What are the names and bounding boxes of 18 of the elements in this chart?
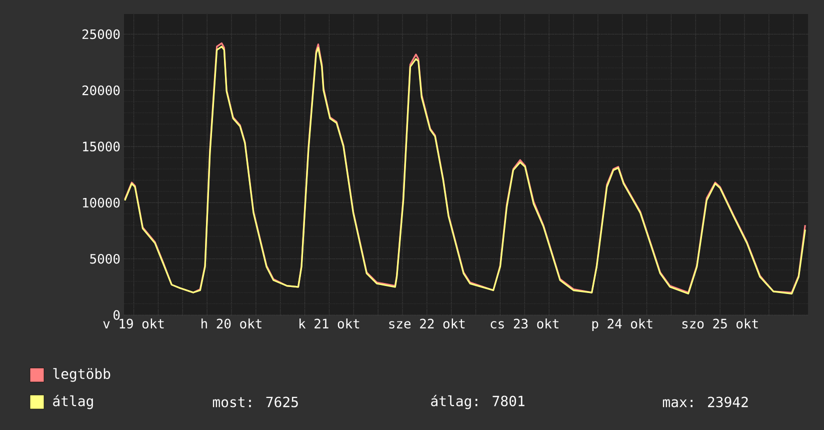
x-tick-label: sze 22 okt xyxy=(389,318,465,329)
y-tick-label: 25000 xyxy=(82,29,120,40)
legend-label: átlag xyxy=(53,394,93,410)
legend-label: legtöbb xyxy=(53,368,110,382)
y-tick-label: 10000 xyxy=(83,198,120,208)
text: átlag: 7801 xyxy=(431,394,524,410)
x-tick-label: szo 25 okt xyxy=(682,318,758,329)
x-tick-label: v 19 okt xyxy=(103,318,164,329)
y-tick-label: 20000 xyxy=(82,85,120,96)
x-tick-label: h 20 okt xyxy=(202,318,262,329)
x-tick-label: cs 23 okt xyxy=(490,318,558,329)
text: most: 7625 xyxy=(212,396,298,408)
text: max: 23942 xyxy=(662,396,748,408)
y-tick-label: 15000 xyxy=(83,142,120,152)
y-tick-label: 0 xyxy=(114,310,120,320)
x-tick-label: p 24 okt xyxy=(592,318,652,332)
x-tick-label: k 21 okt xyxy=(300,318,360,329)
y-tick-label: 5000 xyxy=(90,254,120,264)
